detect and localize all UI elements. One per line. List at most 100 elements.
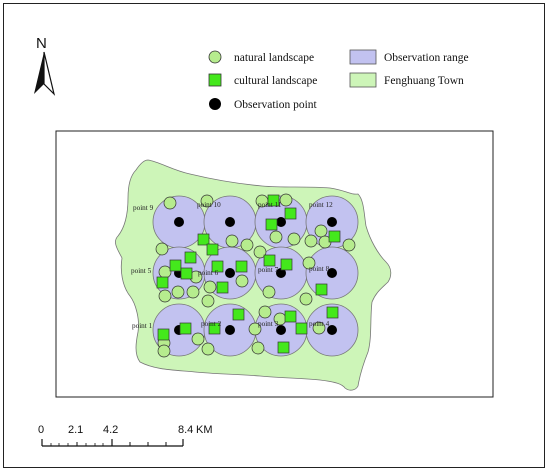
cultural-marker <box>277 341 290 354</box>
cultural-marker <box>156 276 169 289</box>
scale-tick-label: 8.4 <box>178 424 193 436</box>
observation-points <box>174 217 337 335</box>
natural-marker <box>312 321 326 335</box>
cultural-marker <box>157 328 170 341</box>
point-label: point 10 <box>197 201 221 209</box>
observation-point-3 <box>276 325 286 335</box>
cultural-marker <box>284 310 297 323</box>
legend: natural landscape cultural landscape Obs… <box>208 49 469 111</box>
natural-marker <box>251 341 265 355</box>
natural-marker <box>248 322 262 336</box>
natural-marker <box>269 230 283 244</box>
natural-marker <box>157 344 171 358</box>
cultural-marker <box>211 260 224 273</box>
legend-cultural-label: cultural landscape <box>234 75 317 87</box>
legend-range-label: Observation range <box>384 52 469 64</box>
cultural-marker <box>180 267 193 280</box>
observation-point-6 <box>225 268 235 278</box>
cultural-marker <box>169 259 182 272</box>
natural-marker <box>201 342 215 356</box>
point-label: point 8 <box>309 265 330 273</box>
cultural-marker <box>326 306 339 319</box>
observation-point-9 <box>174 217 184 227</box>
legend-range-swatch <box>349 49 377 65</box>
natural-marker <box>158 289 172 303</box>
point-label: point 5 <box>131 267 152 275</box>
natural-marker <box>240 238 254 252</box>
natural-marker <box>225 234 239 248</box>
point-label: point 4 <box>309 320 330 328</box>
cultural-marker <box>235 260 248 273</box>
cultural-marker <box>208 322 221 335</box>
natural-marker <box>235 274 249 288</box>
cultural-marker <box>216 281 229 294</box>
natural-marker <box>191 332 205 346</box>
north-label: N <box>36 35 47 52</box>
natural-marker <box>186 285 200 299</box>
natural-marker <box>262 285 276 299</box>
natural-marker <box>299 292 313 306</box>
legend-cultural-swatch <box>208 73 222 87</box>
natural-marker <box>279 193 293 207</box>
natural-marker <box>163 196 177 210</box>
natural-marker <box>342 238 356 252</box>
point-label: point 12 <box>309 201 333 209</box>
natural-marker <box>258 305 272 319</box>
scale-tick-label: 4.2 <box>103 424 118 436</box>
point-label: point 7 <box>258 266 279 274</box>
natural-marker <box>304 234 318 248</box>
observation-point-12 <box>327 217 337 227</box>
natural-marker <box>287 232 301 246</box>
observation-point-4 <box>327 325 337 335</box>
point-label: point 1 <box>132 322 153 330</box>
map-frame <box>3 3 545 468</box>
point-label: point 6 <box>198 269 219 277</box>
legend-town-label: Fenghuang Town <box>384 75 464 87</box>
cultural-marker <box>267 194 280 207</box>
point-label: point 11 <box>258 201 282 209</box>
north-arrow-icon <box>34 51 56 96</box>
natural-marker <box>253 245 267 259</box>
cultural-marker <box>179 322 192 335</box>
cultural-marker <box>232 308 245 321</box>
legend-observation-point-label: Observation point <box>234 99 318 111</box>
natural-marker <box>314 224 328 238</box>
natural-marker <box>203 280 217 294</box>
natural-marker <box>171 285 185 299</box>
cultural-marker <box>265 218 278 231</box>
scale-unit-label: KM <box>196 424 213 436</box>
point-labels: point 9 point 10 point 11 point 12 point… <box>131 201 333 330</box>
natural-marker <box>201 294 215 308</box>
observation-point-7 <box>276 268 286 278</box>
legend-natural-swatch <box>208 50 222 64</box>
cultural-marker <box>328 230 341 243</box>
observation-point-11 <box>276 217 286 227</box>
cultural-marker <box>280 258 293 271</box>
cultural-marker <box>206 243 219 256</box>
point-label: point 2 <box>201 320 222 328</box>
point-label: point 3 <box>258 320 279 328</box>
cultural-landscape-markers <box>156 194 341 354</box>
cultural-marker <box>184 251 197 264</box>
legend-observation-point-swatch <box>209 98 221 110</box>
point-label: point 9 <box>133 204 154 212</box>
observation-point-2 <box>225 325 235 335</box>
natural-marker <box>200 194 214 208</box>
cultural-marker <box>315 283 328 296</box>
scale-tick-label: 2.1 <box>68 424 83 436</box>
natural-landscape-markers <box>155 193 356 358</box>
cultural-marker <box>263 254 276 267</box>
legend-town-swatch <box>349 72 377 88</box>
natural-marker <box>158 265 172 279</box>
natural-marker <box>155 242 169 256</box>
cultural-marker <box>295 322 308 335</box>
legend-natural-label: natural landscape <box>234 52 314 64</box>
scale-tick-label: 0 <box>38 424 44 436</box>
cultural-marker <box>284 207 297 220</box>
observation-point-10 <box>225 217 235 227</box>
natural-marker <box>302 256 316 270</box>
cultural-marker <box>197 233 210 246</box>
scale-bar: 0 2.1 4.2 8.4 KM <box>38 424 213 447</box>
observation-point-8 <box>327 268 337 278</box>
